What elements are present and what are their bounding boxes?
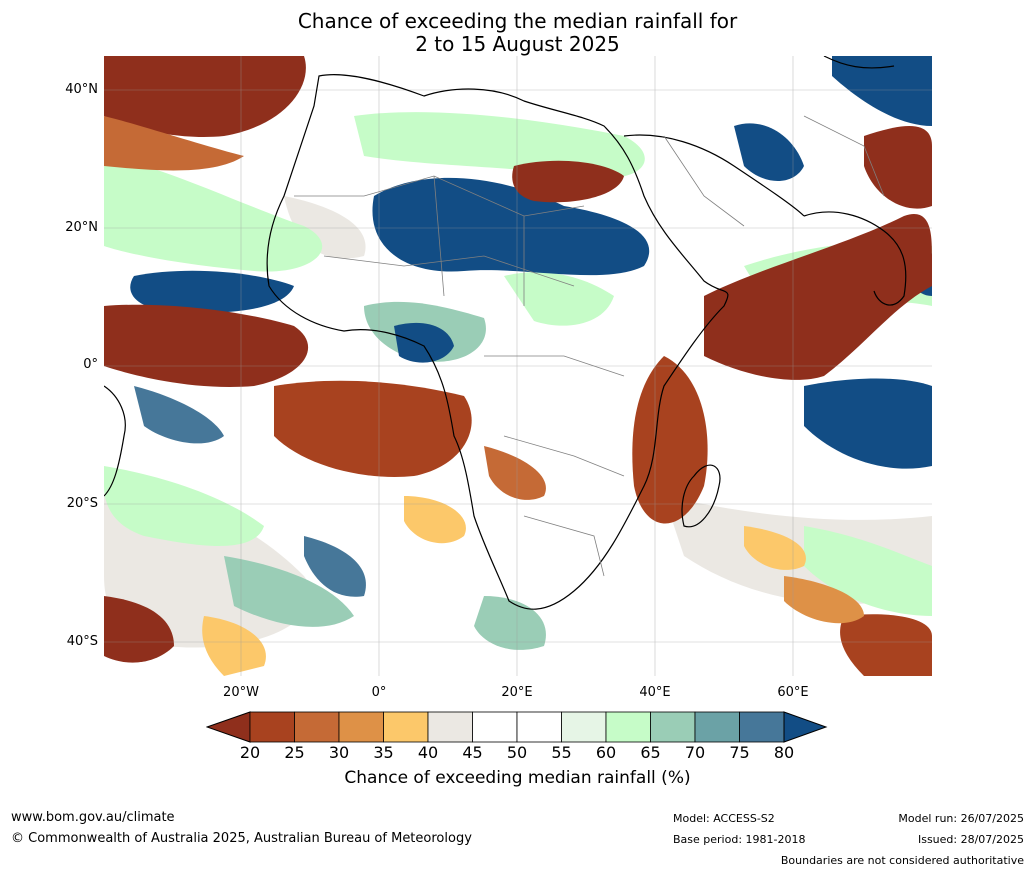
colorbar-title: Chance of exceeding median rainfall (%) xyxy=(344,768,691,788)
colorbar-tick-label: 80 xyxy=(773,743,795,762)
map-svg xyxy=(104,56,932,676)
base-period-text: Base period: 1981-2018 xyxy=(673,833,806,846)
coastlines xyxy=(104,56,907,610)
colorbar-tick-label: 65 xyxy=(640,743,661,762)
colorbar-cell xyxy=(561,711,607,743)
title-line-2: 2 to 15 August 2025 xyxy=(415,32,620,56)
brown-patches xyxy=(104,56,932,676)
issued-text: Issued: 28/07/2025 xyxy=(917,833,1024,846)
disclaimer-text: Boundaries are not considered authoritat… xyxy=(780,854,1024,867)
colorbar-cell xyxy=(427,711,473,743)
colorbar-cell xyxy=(516,711,562,743)
model-text: Model: ACCESS-S2 xyxy=(673,812,775,825)
colorbar-tick-label: 35 xyxy=(373,743,394,762)
lat-label-0: 0° xyxy=(83,357,98,372)
lat-label-20n: 20°N xyxy=(65,220,98,235)
colorbar-cell xyxy=(694,711,740,743)
colorbar-cell xyxy=(605,711,651,743)
lon-label-20e: 20°E xyxy=(501,685,533,700)
country-boundaries xyxy=(294,115,885,577)
colorbar-tick-label: 45 xyxy=(462,743,483,762)
lon-label-60e: 60°E xyxy=(777,685,809,700)
lon-label-0: 0° xyxy=(371,685,387,700)
lat-label-40s: 40°S xyxy=(66,634,98,649)
model-run-text: Model run: 26/07/2025 xyxy=(898,812,1024,825)
colorbar-cell xyxy=(739,711,785,743)
colorbar-cell xyxy=(383,711,429,743)
title-line-1: Chance of exceeding the median rainfall … xyxy=(297,9,738,33)
colorbar-extend-high xyxy=(783,711,828,743)
colorbar-cell xyxy=(249,711,295,743)
colorbar-tick-label: 75 xyxy=(729,743,750,762)
rainfall-map[interactable] xyxy=(104,56,932,676)
colorbar-cell xyxy=(294,711,340,743)
copyright-text: © Commonwealth of Australia 2025, Austra… xyxy=(11,831,472,846)
colorbar-cell xyxy=(472,711,518,743)
colorbar-tick-label: 60 xyxy=(595,743,617,762)
colorbar-tick-label: 50 xyxy=(506,743,528,762)
colorbar-tick-label: 55 xyxy=(551,743,572,762)
lon-label-40e: 40°E xyxy=(639,685,671,700)
lat-label-40n: 40°N xyxy=(65,82,98,97)
colorbar-tick-label: 25 xyxy=(284,743,305,762)
map-title: Chance of exceeding the median rainfall … xyxy=(0,10,1035,56)
map-graticule xyxy=(104,56,932,676)
colorbar-tick-label: 30 xyxy=(328,743,350,762)
colorbar xyxy=(206,711,828,743)
colorbar-cell xyxy=(338,711,384,743)
lat-label-20s: 20°S xyxy=(66,496,98,511)
blue-patches xyxy=(130,56,932,597)
colorbar-cell xyxy=(650,711,696,743)
colorbar-tick-label: 70 xyxy=(684,743,706,762)
lon-label-20w: 20°W xyxy=(223,685,259,700)
colorbar-tick-label: 40 xyxy=(417,743,439,762)
website-link[interactable]: www.bom.gov.au/climate xyxy=(11,810,175,825)
colorbar-extend-low xyxy=(206,711,251,743)
colorbar-tick-label: 20 xyxy=(239,743,261,762)
